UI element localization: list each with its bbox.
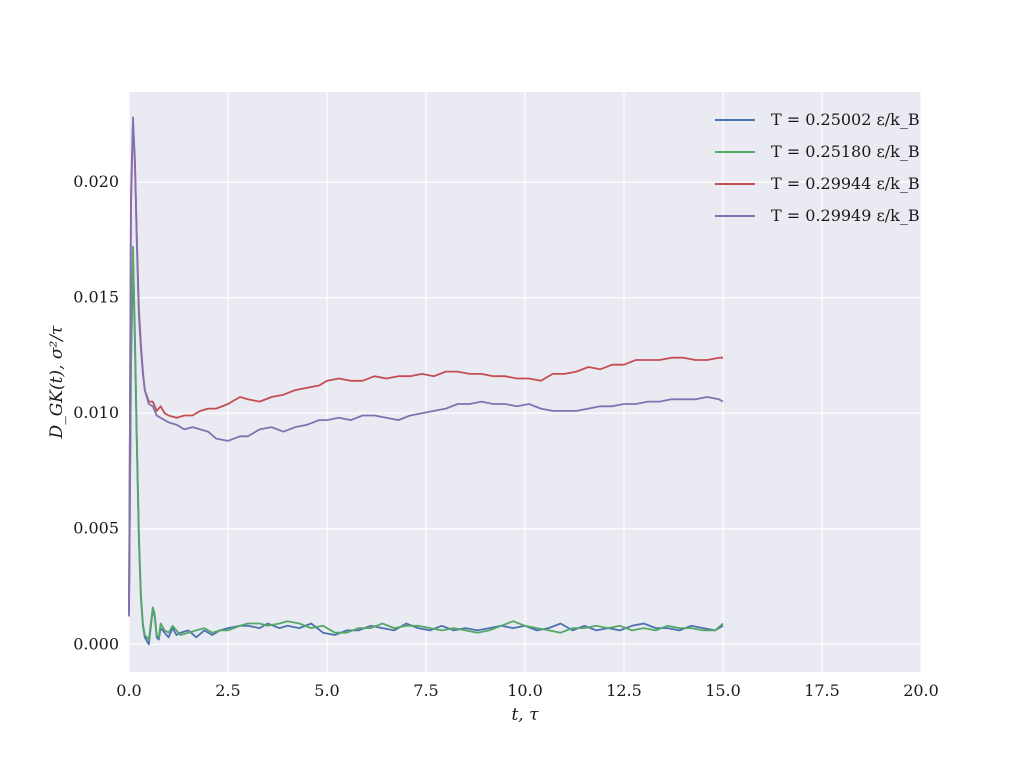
legend-entry: T = 0.29949 ε/k_B <box>771 206 920 225</box>
series-line-3 <box>128 121 723 610</box>
y-tick-label: 0.000 <box>73 634 119 653</box>
legend-entry: T = 0.25002 ε/k_B <box>771 110 920 129</box>
grid-lines <box>128 92 922 672</box>
legend: T = 0.25002 ε/k_B T = 0.25180 ε/k_B T = 0.… <box>715 110 920 225</box>
x-tick-label: 0.0 <box>116 681 141 700</box>
y-tick-labels: 0.000 0.005 0.010 0.015 0.020 <box>73 172 119 653</box>
y-axis-label: D_GK(t), σ²/τ <box>47 325 67 439</box>
x-tick-label: 2.5 <box>215 681 240 700</box>
x-tick-label: 20.0 <box>903 681 939 700</box>
x-tick-label: 5.0 <box>314 681 339 700</box>
legend-entry: T = 0.25180 ε/k_B <box>771 142 920 161</box>
x-tick-label: 10.0 <box>507 681 543 700</box>
series-line-4 <box>128 116 724 617</box>
x-tick-label: 17.5 <box>804 681 840 700</box>
series-line-2 <box>128 245 724 641</box>
series-lines <box>128 116 724 646</box>
y-tick-label: 0.020 <box>73 172 119 191</box>
x-axis-label: t, τ <box>511 705 539 725</box>
x-tick-label: 15.0 <box>705 681 741 700</box>
y-tick-label: 0.005 <box>73 519 119 538</box>
x-tick-labels: 0.0 2.5 5.0 7.5 10.0 12.5 15.0 17.5 20.0 <box>116 681 939 700</box>
y-tick-label: 0.010 <box>73 403 119 422</box>
x-tick-label: 7.5 <box>413 681 438 700</box>
y-tick-label: 0.015 <box>73 288 119 307</box>
legend-entry: T = 0.29944 ε/k_B <box>771 174 920 193</box>
x-tick-label: 12.5 <box>606 681 642 700</box>
